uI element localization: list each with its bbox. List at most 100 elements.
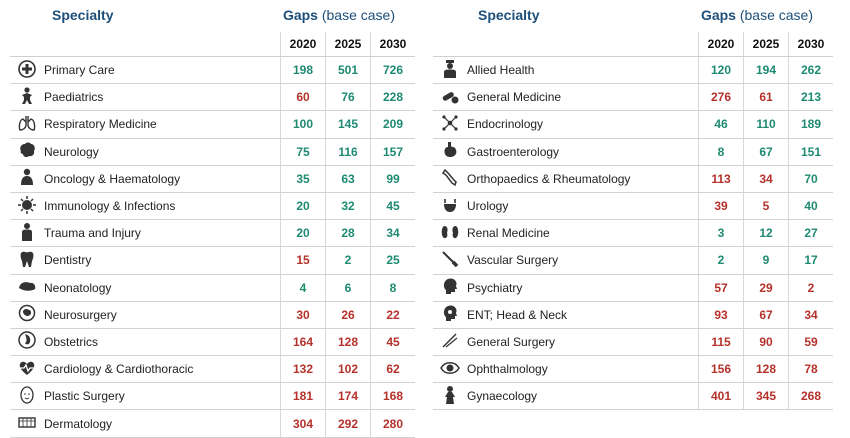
- gaps-label: Gaps: [282, 7, 318, 23]
- skin-icon: [17, 412, 37, 435]
- specialty-name: General Medicine: [467, 83, 699, 112]
- gap-value-2030: 45: [370, 192, 415, 221]
- gap-value-2020: 39: [698, 192, 744, 221]
- right-table-body: Allied Health 120 194 262 General Medicine 27…: [433, 56, 833, 411]
- table-row: Dermatology 304 292 280: [10, 409, 415, 438]
- year-header-2030: 2030: [788, 32, 833, 57]
- gap-value-2020: 2: [698, 246, 744, 275]
- table-row: General Surgery 115 90 59: [433, 328, 833, 357]
- table-row: Gastroenterology 8 67 151: [433, 138, 833, 166]
- icon-cell: [433, 192, 467, 221]
- gap-value-2025: 26: [325, 301, 371, 329]
- gap-value-2030: 209: [370, 110, 415, 139]
- gap-value-2030: 2: [788, 274, 833, 302]
- gap-value-2020: 401: [698, 382, 744, 411]
- icon-cell: [433, 56, 467, 85]
- table-row: Neurology 75 116 157: [10, 138, 415, 166]
- lungs-icon: [17, 113, 37, 136]
- gap-value-2020: 57: [698, 274, 744, 302]
- specialty-name: Ophthalmology: [467, 355, 699, 384]
- blank-header: [433, 32, 467, 57]
- specialty-name: Immunology & Infections: [44, 192, 281, 221]
- gap-value-2025: 292: [325, 409, 371, 438]
- icon-cell: [433, 355, 467, 384]
- gap-value-2025: 501: [325, 56, 371, 85]
- gap-value-2030: 262: [788, 56, 833, 85]
- gaps-heading: Gaps (base case): [701, 7, 813, 23]
- left-panel: Specialty Gaps (base case) 2020 2025 203…: [10, 0, 415, 438]
- gap-value-2020: 100: [280, 110, 326, 139]
- gap-value-2030: 168: [370, 382, 415, 411]
- gap-value-2020: 3: [698, 219, 744, 248]
- table-row: Renal Medicine 3 12 27: [433, 219, 833, 248]
- gap-value-2030: 280: [370, 409, 415, 438]
- gap-value-2025: 34: [743, 165, 789, 193]
- gap-value-2030: 189: [788, 110, 833, 139]
- icon-cell: [10, 301, 44, 329]
- virus-icon: [17, 195, 37, 218]
- bone-icon: [440, 167, 460, 190]
- gap-value-2025: 116: [325, 138, 371, 166]
- icon-cell: [433, 165, 467, 193]
- gap-value-2030: 62: [370, 355, 415, 384]
- table-row: Cardiology & Cardiothoracic 132 102 62: [10, 355, 415, 384]
- gap-value-2020: 120: [698, 56, 744, 85]
- specialty-name: Psychiatry: [467, 274, 699, 302]
- specialty-name: Oncology & Haematology: [44, 165, 281, 193]
- specialty-name: Endocrinology: [467, 110, 699, 139]
- icon-cell: [10, 274, 44, 302]
- gap-value-2030: 59: [788, 328, 833, 357]
- table-row: Psychiatry 57 29 2: [433, 274, 833, 302]
- gap-value-2025: 28: [325, 219, 371, 248]
- table-row: General Medicine 276 61 213: [433, 83, 833, 112]
- gap-value-2025: 90: [743, 328, 789, 357]
- gap-value-2030: 17: [788, 246, 833, 275]
- icon-cell: [10, 355, 44, 384]
- right-header: Specialty Gaps (base case): [433, 0, 833, 32]
- icon-cell: [10, 246, 44, 275]
- specialty-heading: Specialty: [52, 7, 114, 23]
- ear-icon: [440, 303, 460, 326]
- specialty-name: Dermatology: [44, 409, 281, 438]
- specialty-name: Gynaecology: [467, 382, 699, 411]
- face-icon: [17, 385, 37, 408]
- table-row: Primary Care 198 501 726: [10, 56, 415, 85]
- gap-value-2030: 8: [370, 274, 415, 302]
- specialty-name: Orthopaedics & Rheumatology: [467, 165, 699, 193]
- gap-value-2030: 34: [788, 301, 833, 329]
- gap-value-2030: 70: [788, 165, 833, 193]
- icon-cell: [433, 83, 467, 112]
- base-case-label: (base case): [739, 7, 813, 23]
- gap-value-2025: 67: [743, 138, 789, 166]
- icon-cell: [10, 138, 44, 166]
- left-header: Specialty Gaps (base case): [10, 0, 415, 32]
- doctor-icon: [440, 59, 460, 82]
- specialty-name: Neurosurgery: [44, 301, 281, 329]
- gap-value-2030: 99: [370, 165, 415, 193]
- table-row: Neurosurgery 30 26 22: [10, 301, 415, 329]
- gap-value-2025: 6: [325, 274, 371, 302]
- eye-icon: [440, 358, 460, 381]
- specialty-name: Neurology: [44, 138, 281, 166]
- gap-value-2030: 40: [788, 192, 833, 221]
- specialty-name: Urology: [467, 192, 699, 221]
- table-row: Paediatrics 60 76 228: [10, 83, 415, 112]
- table-row: Immunology & Infections 20 32 45: [10, 192, 415, 221]
- year-header-2020: 2020: [280, 32, 326, 57]
- gap-value-2025: 76: [325, 83, 371, 112]
- icon-cell: [10, 328, 44, 357]
- icon-cell: [433, 301, 467, 329]
- specialty-name: Cardiology & Cardiothoracic: [44, 355, 281, 384]
- gap-value-2025: 128: [743, 355, 789, 384]
- gap-value-2030: 45: [370, 328, 415, 357]
- specialty-name: Vascular Surgery: [467, 246, 699, 275]
- table-row: Neonatology 4 6 8: [10, 274, 415, 302]
- specialty-name: Allied Health: [467, 56, 699, 85]
- gap-value-2030: 726: [370, 56, 415, 85]
- gap-value-2025: 2: [325, 246, 371, 275]
- icon-cell: [10, 219, 44, 248]
- specialty-name: General Surgery: [467, 328, 699, 357]
- molecule-icon: [440, 113, 460, 136]
- table-row: Vascular Surgery 2 9 17: [433, 246, 833, 275]
- kidneys-icon: [440, 222, 460, 245]
